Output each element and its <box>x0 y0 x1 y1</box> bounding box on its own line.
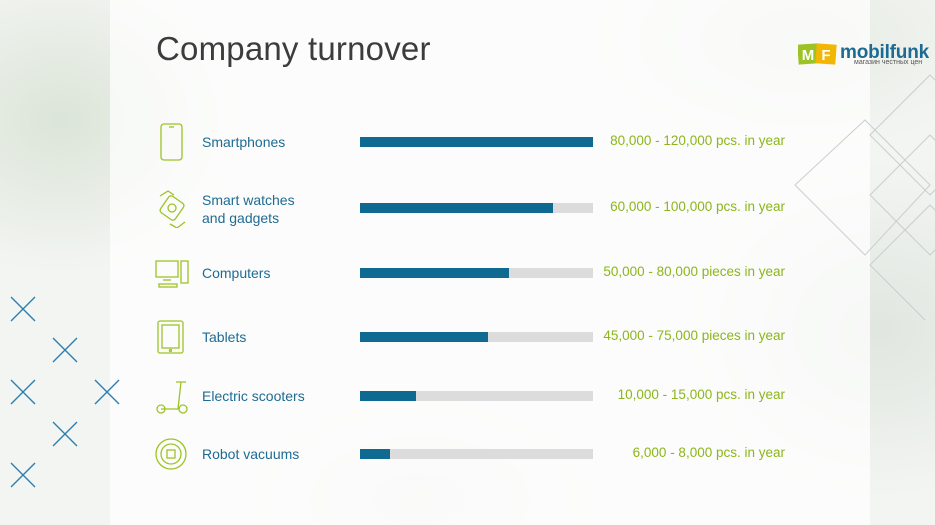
bar <box>360 332 488 342</box>
tablet-icon <box>154 317 190 357</box>
bar-track <box>360 332 593 342</box>
bar <box>360 137 593 147</box>
data-label: 60,000 - 100,000 pcs. in year <box>610 199 785 214</box>
page-title: Company turnover <box>156 30 431 67</box>
bar-track <box>360 391 593 401</box>
smartphone-icon <box>154 122 190 162</box>
cross-decoration <box>10 296 120 488</box>
category-label: Electric scooters <box>202 388 305 404</box>
scooter-icon <box>154 376 190 416</box>
data-label: 10,000 - 15,000 pcs. in year <box>617 387 785 402</box>
chart-row: Computers 50,000 - 80,000 pieces in year <box>0 253 935 293</box>
logo-letter-f: F <box>821 47 830 64</box>
chart-row: Smart watches and gadgets 60,000 - 100,00… <box>0 188 935 229</box>
chart-row: Smartphones 80,000 - 120,000 pcs. in year <box>0 122 935 162</box>
bar-track <box>360 449 593 459</box>
category-label: Computers <box>202 265 271 281</box>
bar <box>360 391 416 401</box>
data-label: 45,000 - 75,000 pieces in year <box>603 328 785 343</box>
bar <box>360 203 553 213</box>
chart-row: Robot vacuums 6,000 - 8,000 pcs. in year <box>0 434 935 474</box>
data-label: 6,000 - 8,000 pcs. in year <box>632 445 785 460</box>
category-label: Robot vacuums <box>202 446 300 462</box>
logo-tagline: магазин честных цен <box>854 59 923 66</box>
data-label: 80,000 - 120,000 pcs. in year <box>610 133 785 148</box>
bar <box>360 268 509 278</box>
robot-vacuum-icon <box>154 434 190 474</box>
bar <box>360 449 390 459</box>
logo-badge-icon: M F <box>798 43 837 65</box>
bar-track <box>360 137 593 147</box>
bar-track <box>360 268 593 278</box>
chart-row: Electric scooters 10,000 - 15,000 pcs. in… <box>0 376 935 416</box>
chart-row: Tablets 45,000 - 75,000 pieces in year <box>0 317 935 357</box>
data-label: 50,000 - 80,000 pieces in year <box>603 264 785 279</box>
category-label: Smart watches and gadgets <box>202 192 295 226</box>
logo-letter-m: M <box>802 47 815 64</box>
computer-icon <box>154 253 190 293</box>
category-label: Tablets <box>202 329 247 345</box>
smartwatch-icon <box>154 188 190 229</box>
logo-brand-name: mobilfunk <box>840 42 929 63</box>
category-label: Smartphones <box>202 134 286 150</box>
content-panel <box>110 0 870 525</box>
bar-track <box>360 203 593 213</box>
diamond-decoration <box>794 74 935 320</box>
brand-logo: M F mobilfunk магазин честных цен <box>798 42 929 70</box>
